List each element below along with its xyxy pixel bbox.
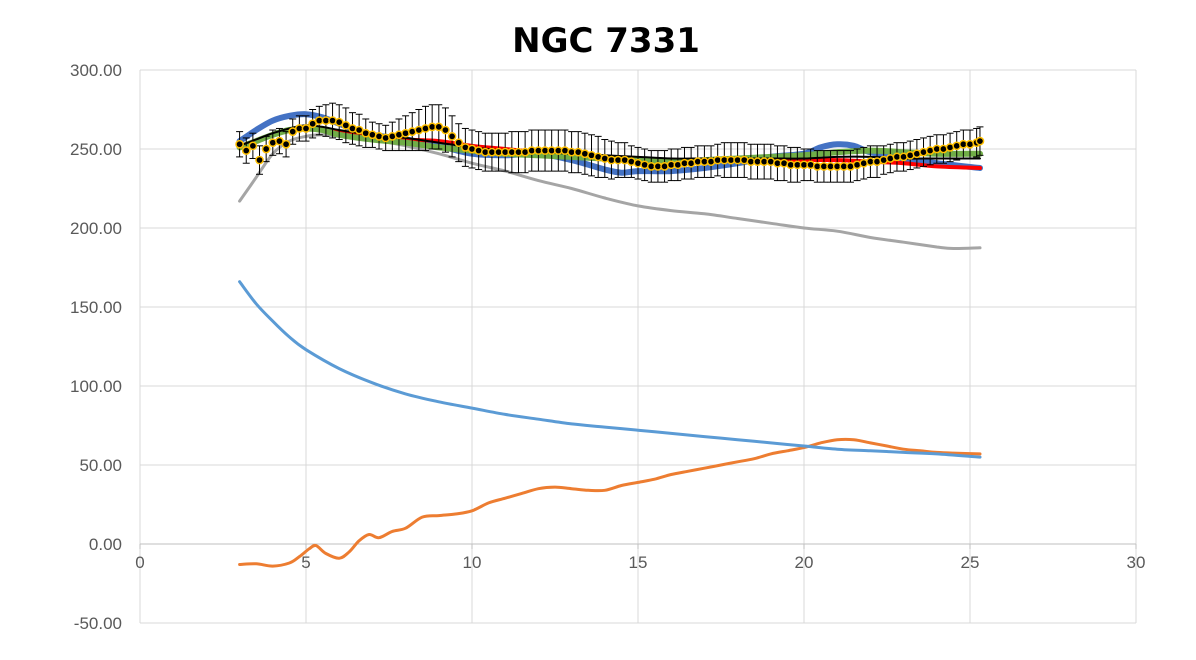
y-tick-label: 100.00 (70, 377, 122, 396)
x-tick-labels: 0 5 10 15 20 25 30 (135, 553, 1145, 572)
y-tick-label: 250.00 (70, 140, 122, 159)
data-point (248, 141, 258, 151)
chart-title: NGC 7331 (512, 21, 700, 61)
y-tick-labels: -50.00 0.00 50.00 100.00 150.00 200.00 250.00 3… (70, 61, 122, 633)
series-line-2 (238, 133, 982, 251)
data-point (261, 144, 271, 154)
y-tick-label: 200.00 (70, 219, 122, 238)
data-point (288, 127, 298, 136)
data-point (235, 139, 244, 149)
data-point (241, 146, 251, 155)
data-point (454, 138, 464, 148)
data-point (354, 125, 364, 135)
data-point (275, 136, 284, 146)
axes (139, 543, 1137, 549)
data-point (308, 119, 317, 129)
series-line-0 (238, 437, 982, 568)
y-tick-label: -50.00 (74, 614, 122, 633)
y-tick-label: 150.00 (70, 298, 122, 317)
y-tick-label: 300.00 (70, 61, 122, 80)
x-tick-label: 25 (961, 553, 980, 572)
x-tick-label: 30 (1127, 553, 1146, 572)
data-point (447, 132, 457, 141)
y-tick-label: 50.00 (79, 456, 122, 475)
x-tick-label: 15 (629, 553, 648, 572)
y-tick-label: 0.00 (89, 535, 122, 554)
x-tick-label: 10 (463, 553, 482, 572)
x-tick-label: 0 (135, 553, 144, 572)
data-point (334, 117, 344, 127)
data-point (441, 125, 450, 135)
data-point (301, 124, 311, 133)
data-point (281, 139, 291, 149)
data-point (255, 155, 264, 165)
model-series (236, 111, 983, 568)
data-point (434, 122, 444, 132)
data-point (975, 136, 985, 146)
x-tick-label: 5 (301, 553, 310, 572)
data-point (341, 120, 351, 130)
series-line-1 (238, 280, 982, 459)
x-tick-label: 20 (795, 553, 814, 572)
observed-points (235, 116, 985, 171)
